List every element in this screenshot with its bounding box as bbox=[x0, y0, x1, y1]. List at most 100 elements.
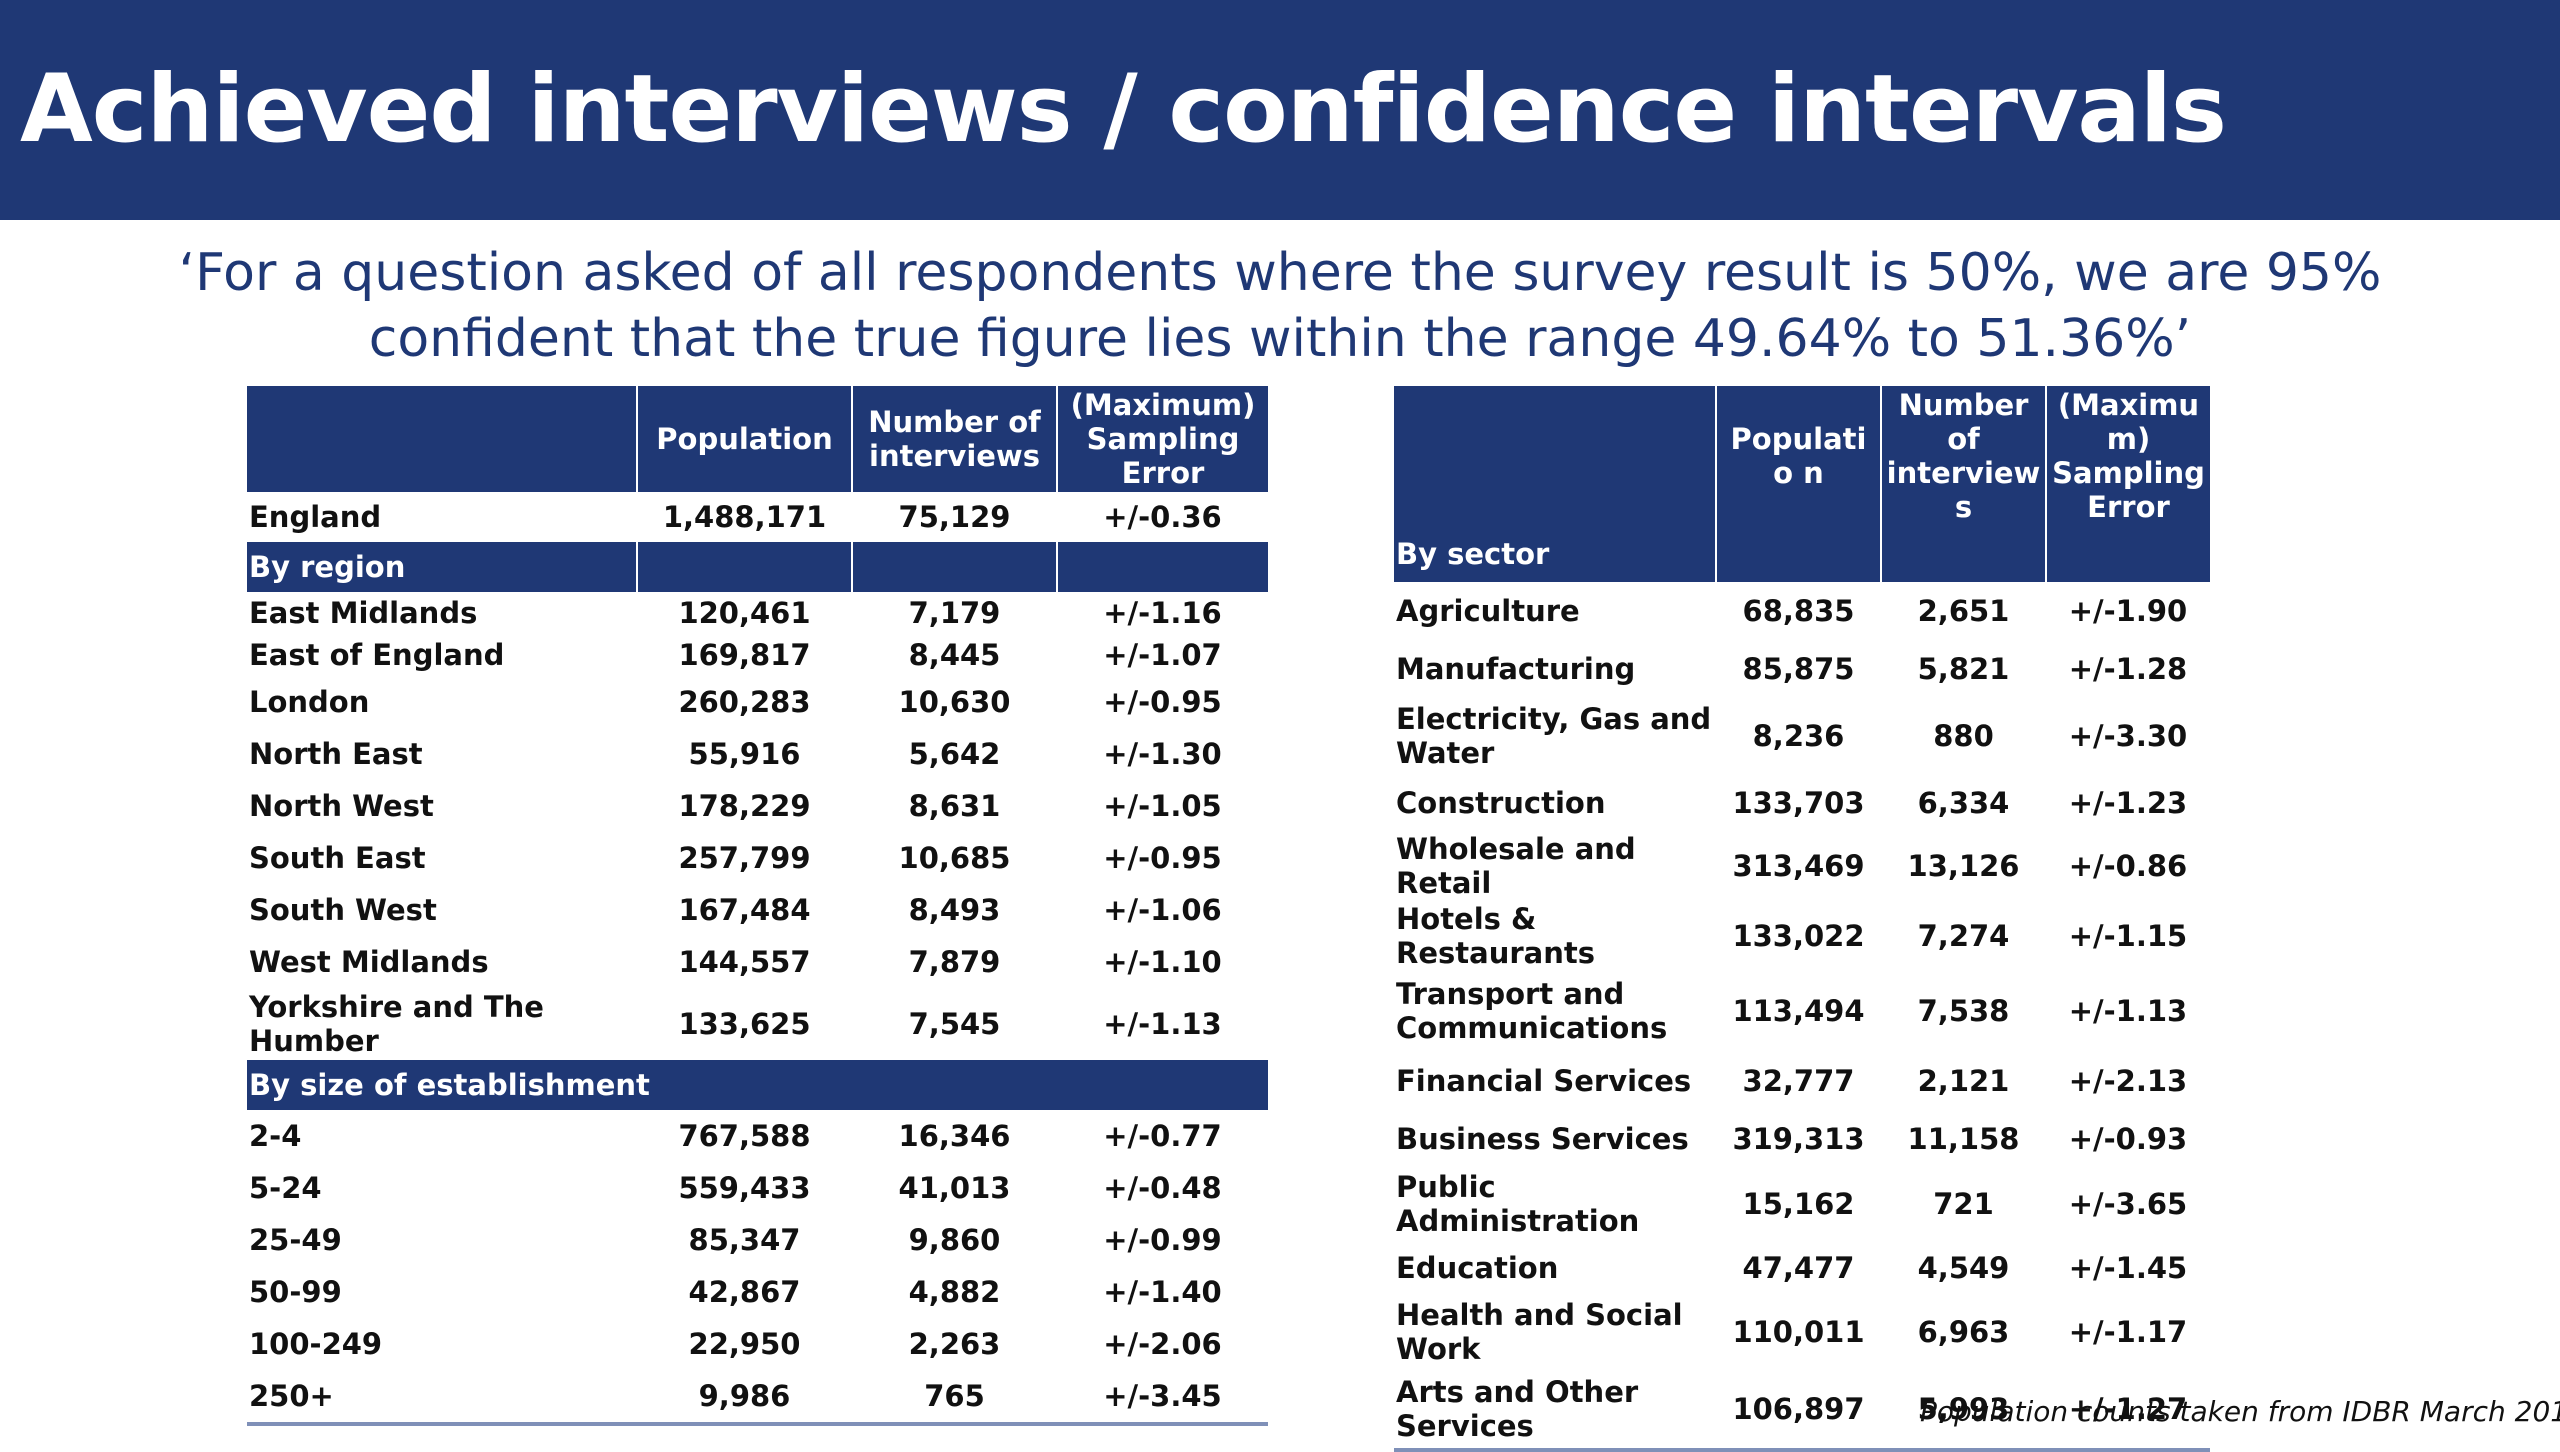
row-label: 100-249 bbox=[249, 1327, 383, 1361]
interviews-cell: 11,158 bbox=[1907, 1122, 2020, 1156]
table-header-row: Population Number of interviews (Maximum… bbox=[247, 386, 1268, 492]
population-cell: 257,799 bbox=[678, 841, 811, 875]
row-label: North East bbox=[249, 737, 423, 771]
row-label: Agriculture bbox=[1396, 594, 1580, 628]
error-cell: +/-3.65 bbox=[2068, 1187, 2188, 1221]
table-row: 5-24 559,433 41,013 +/-0.48 bbox=[247, 1162, 1268, 1214]
table-row: Financial Services 32,777 2,121 +/-2.13 bbox=[1394, 1050, 2210, 1112]
error-cell: +/-1.30 bbox=[1103, 737, 1222, 771]
error-cell: +/-1.06 bbox=[1103, 893, 1222, 927]
table-row: North West 178,229 8,631 +/-1.05 bbox=[247, 780, 1268, 832]
table-row: Business Services 319,313 11,158 +/-0.93 bbox=[1394, 1112, 2210, 1166]
error-cell: +/-1.15 bbox=[2068, 919, 2188, 953]
row-label: East Midlands bbox=[249, 596, 478, 630]
header-population: Population bbox=[637, 386, 853, 492]
population-cell: 22,950 bbox=[688, 1327, 801, 1361]
population-cell: 169,817 bbox=[678, 638, 811, 672]
error-cell: +/-1.13 bbox=[1103, 1007, 1222, 1041]
population-cell: 260,283 bbox=[678, 685, 811, 719]
error-cell: +/-1.17 bbox=[2068, 1315, 2188, 1349]
table-row: South East 257,799 10,685 +/-0.95 bbox=[247, 832, 1268, 884]
error-cell: +/-1.05 bbox=[1103, 789, 1222, 823]
population-cell: 167,484 bbox=[678, 893, 811, 927]
interviews-cell: 9,860 bbox=[908, 1223, 1001, 1257]
row-label: 250+ bbox=[247, 1370, 637, 1426]
interviews-cell: 880 bbox=[1933, 719, 1994, 753]
title-banner: Achieved interviews / confidence interva… bbox=[0, 0, 2560, 220]
row-label: Yorkshire and The Humber bbox=[249, 990, 544, 1058]
error-cell: +/-1.13 bbox=[2068, 994, 2188, 1028]
population-cell: 47,477 bbox=[1742, 1251, 1855, 1285]
interviews-cell: 7,179 bbox=[908, 596, 1001, 630]
population-cell: 32,777 bbox=[1742, 1064, 1855, 1098]
row-label: Financial Services bbox=[1396, 1064, 1692, 1098]
row-label: Public Administration bbox=[1396, 1170, 1640, 1238]
region-size-table: Population Number of interviews (Maximum… bbox=[247, 386, 1268, 1426]
population-cell: 133,022 bbox=[1732, 919, 1865, 953]
table-row: East Midlands 120,461 7,179 +/-1.16 bbox=[247, 592, 1268, 634]
table-row: 25-49 85,347 9,860 +/-0.99 bbox=[247, 1214, 1268, 1266]
error-cell: +/-0.77 bbox=[1103, 1119, 1222, 1153]
interviews-cell: 5,642 bbox=[908, 737, 1001, 771]
error-cell: +/-1.10 bbox=[1103, 945, 1222, 979]
row-label: East of England bbox=[249, 638, 505, 672]
table-row: England 1,488,171 75,129 +/-0.36 bbox=[247, 492, 1268, 542]
interviews-cell: 765 bbox=[852, 1370, 1057, 1426]
row-label: 2-4 bbox=[249, 1119, 302, 1153]
row-label: London bbox=[249, 685, 370, 719]
section-cell bbox=[2046, 526, 2210, 582]
table-row: Construction 133,703 6,334 +/-1.23 bbox=[1394, 774, 2210, 832]
table-row: Public Administration 15,162 721 +/-3.65 bbox=[1394, 1166, 2210, 1242]
interviews-cell: 2,651 bbox=[1917, 594, 2010, 628]
population-cell: 68,835 bbox=[1742, 594, 1855, 628]
error-cell: +/-1.27 bbox=[2046, 1370, 2210, 1452]
interviews-cell: 7,879 bbox=[908, 945, 1001, 979]
interviews-cell: 2,121 bbox=[1917, 1064, 2010, 1098]
population-cell: 42,867 bbox=[688, 1275, 801, 1309]
row-label: West Midlands bbox=[249, 945, 489, 979]
table-row: Yorkshire and The Humber 133,625 7,545 +/-1… bbox=[247, 988, 1268, 1060]
population-cell: 1,488,171 bbox=[662, 500, 827, 534]
table-row: 2-4 767,588 16,346 +/-0.77 bbox=[247, 1110, 1268, 1162]
table-row: Hotels & Restaurants 133,022 7,274 +/-1.15 bbox=[1394, 900, 2210, 972]
population-cell: 55,916 bbox=[688, 737, 801, 771]
table-row: 100-249 22,950 2,263 +/-2.06 bbox=[247, 1318, 1268, 1370]
row-label: Construction bbox=[1396, 786, 1606, 820]
header-population: Populatio n bbox=[1716, 386, 1882, 526]
interviews-cell: 7,538 bbox=[1917, 994, 2010, 1028]
population-cell: 144,557 bbox=[678, 945, 811, 979]
table-row: 50-99 42,867 4,882 +/-1.40 bbox=[247, 1266, 1268, 1318]
error-cell: +/-3.30 bbox=[2068, 719, 2188, 753]
interviews-cell: 13,126 bbox=[1907, 849, 2020, 883]
section-heading-row: By sector bbox=[1394, 526, 2210, 582]
error-cell: +/-1.16 bbox=[1103, 596, 1222, 630]
table-row: Electricity, Gas and Water 8,236 880 +/-3.3… bbox=[1394, 698, 2210, 774]
interviews-cell: 4,549 bbox=[1917, 1251, 2010, 1285]
table-row: North East 55,916 5,642 +/-1.30 bbox=[247, 728, 1268, 780]
sector-table: Populatio n Number of interview s (Maxim… bbox=[1394, 386, 2210, 1452]
population-cell: 110,011 bbox=[1732, 1315, 1865, 1349]
row-label: Health and Social Work bbox=[1396, 1298, 1683, 1366]
table-row: Health and Social Work 110,011 6,963 +/-1.1… bbox=[1394, 1294, 2210, 1370]
row-label: Wholesale and Retail bbox=[1396, 832, 1636, 900]
interviews-cell: 8,631 bbox=[908, 789, 1001, 823]
population-cell: 113,494 bbox=[1732, 994, 1865, 1028]
interviews-cell: 75,129 bbox=[898, 500, 1011, 534]
section-cell bbox=[637, 542, 853, 592]
population-cell: 313,469 bbox=[1732, 849, 1865, 883]
interviews-cell: 5,821 bbox=[1917, 652, 2010, 686]
error-cell: +/-1.07 bbox=[1103, 638, 1222, 672]
row-label: Hotels & Restaurants bbox=[1396, 902, 1595, 970]
interviews-cell: 721 bbox=[1933, 1187, 1994, 1221]
error-cell: +/-0.99 bbox=[1103, 1223, 1222, 1257]
error-cell: +/-0.36 bbox=[1103, 500, 1222, 534]
population-cell: 559,433 bbox=[678, 1171, 811, 1205]
row-label: Transport and Communications bbox=[1396, 977, 1668, 1045]
section-cell bbox=[1881, 526, 2047, 582]
population-cell: 133,703 bbox=[1732, 786, 1865, 820]
section-heading: By sector bbox=[1394, 526, 1717, 582]
population-cell: 85,347 bbox=[688, 1223, 801, 1257]
interviews-cell: 5,993 bbox=[1881, 1370, 2046, 1452]
population-cell: 133,625 bbox=[678, 1007, 811, 1041]
error-cell: +/-0.48 bbox=[1103, 1171, 1222, 1205]
